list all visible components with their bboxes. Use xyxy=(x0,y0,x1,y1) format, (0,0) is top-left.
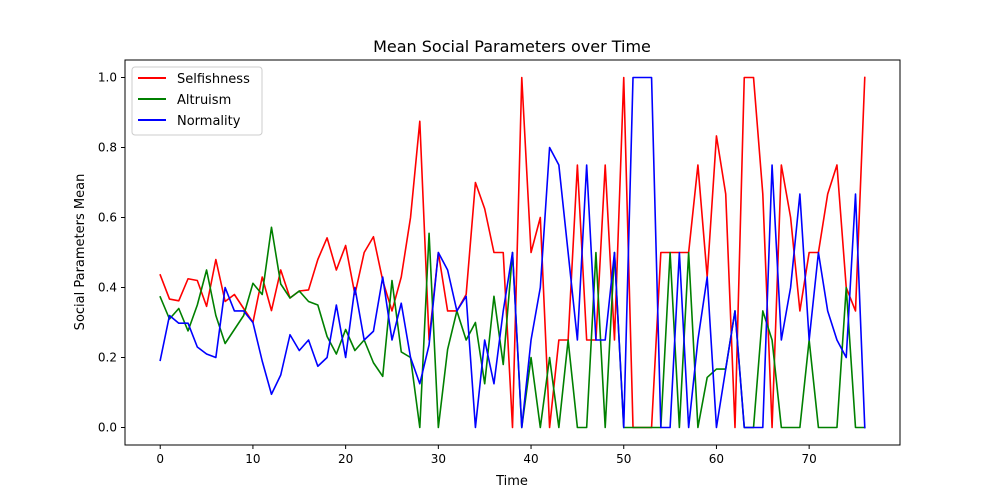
series-layer xyxy=(159,76,866,429)
series-line-selfishness xyxy=(159,76,866,429)
x-tick-label: 70 xyxy=(802,452,817,466)
y-tick-label: 1.0 xyxy=(98,71,117,85)
x-tick-label: 10 xyxy=(245,452,260,466)
series-line-normality xyxy=(159,76,866,429)
y-tick-label: 0.6 xyxy=(98,211,117,225)
legend-label-normality: Normality xyxy=(177,114,241,129)
y-tick-label: 0.4 xyxy=(98,281,117,295)
y-tick-label: 0.8 xyxy=(98,141,117,155)
y-tick-label: 0.2 xyxy=(98,351,117,365)
legend: Selfishness Altruism Normality xyxy=(131,66,263,136)
legend-box xyxy=(131,66,263,136)
ticks-layer: 0 10 20 30 40 50 60 70 0.0 0.2 0.4 0.6 0.8 1.0 xyxy=(98,71,817,467)
x-tick-label: 60 xyxy=(709,452,724,466)
plot-frame xyxy=(124,59,901,446)
chart-title: Mean Social Parameters over Time xyxy=(373,37,651,56)
x-tick-label: 20 xyxy=(338,452,353,466)
y-tick-label: 0.0 xyxy=(98,421,117,435)
legend-label-selfishness: Selfishness xyxy=(177,72,250,87)
x-tick-label: 50 xyxy=(616,452,631,466)
x-axis-label: Time xyxy=(495,474,528,489)
x-tick-label: 30 xyxy=(431,452,446,466)
legend-label-altruism: Altruism xyxy=(177,93,231,108)
y-axis-label: Social Parameters Mean xyxy=(73,174,88,331)
x-tick-label: 0 xyxy=(156,452,164,466)
x-tick-label: 40 xyxy=(523,452,538,466)
